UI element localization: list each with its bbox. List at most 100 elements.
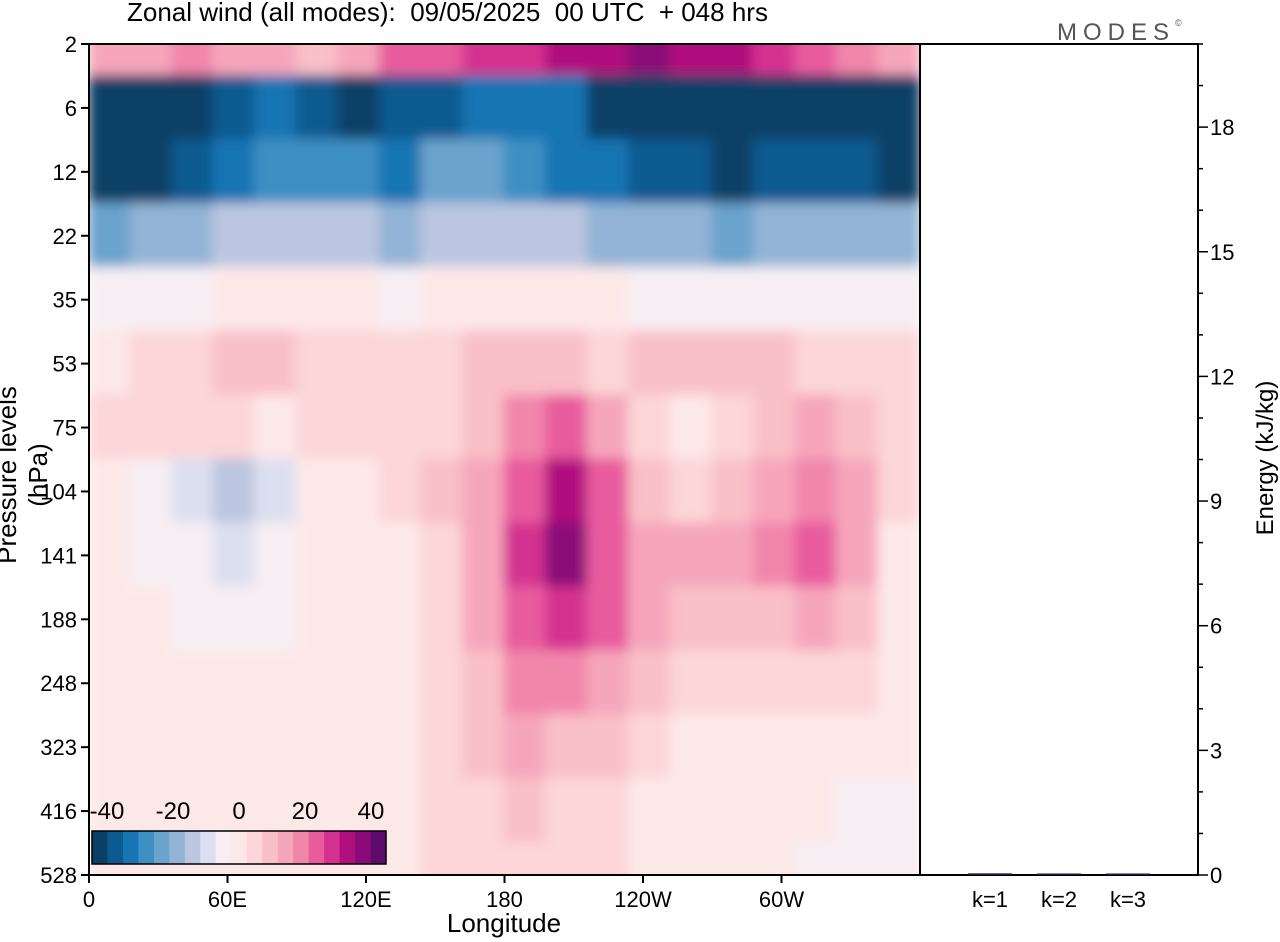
heatmap-cell [337,714,381,781]
x-tick-label: 0 [83,887,95,912]
heatmap-cell [752,650,797,717]
heatmap-cell [212,44,257,77]
heatmap-cell [378,330,423,397]
heatmap-cell [794,458,838,525]
heatmap-cell [378,650,423,717]
heatmap-cell [89,394,132,461]
heatmap-cell [669,394,714,461]
x-tick-label: 60E [208,887,247,912]
heatmap-cell [877,138,920,205]
heatmap-cell [628,330,672,397]
heatmap-cell [129,266,174,333]
heatmap-cell [711,202,755,269]
heatmap-cell [420,138,464,205]
colorbar-swatch [262,831,279,864]
heatmap-cell [89,586,132,653]
heatmap-cell [586,74,631,141]
heatmap-cell [378,138,423,205]
heatmap-cell [877,458,920,525]
y-tick-label: 35 [53,288,77,313]
heatmap-cell [503,650,548,717]
heatmap-cell [295,586,340,653]
heatmap-cell [628,778,672,845]
colorbar-swatch [184,831,201,864]
heatmap-cell [254,44,298,77]
heatmap-cell [461,74,506,141]
heatmap-cell [752,394,797,461]
heatmap-cell [337,138,381,205]
modes-logo: MODES© [1057,18,1182,47]
heatmap-cell [503,74,548,141]
heatmap-cell [628,138,672,205]
heatmap-cell [545,842,589,875]
heatmap-cell [420,266,464,333]
heatmap-cell [835,458,880,525]
heatmap-cell [877,74,920,141]
heatmap-cell [794,330,838,397]
heatmap-cell [378,266,423,333]
colorbar-swatch [293,831,310,864]
heatmap-cell [254,74,298,141]
heatmap-cell [254,266,298,333]
colorbar-swatch [122,831,139,864]
heatmap-field [89,44,920,875]
heatmap-cell [171,394,215,461]
heatmap-cell [378,44,423,77]
x-axis-ticks: 0 60E 120E 180 120W 60W [83,875,804,912]
colorbar-swatch [246,831,263,864]
heatmap-cell [212,394,257,461]
colorbar-swatch [215,831,232,864]
heatmap-cell [711,522,755,589]
heatmap-cell [89,138,132,205]
heatmap-cell [586,458,631,525]
heatmap-cell [461,202,506,269]
heatmap-cell [711,266,755,333]
colorbar-swatch [277,831,294,864]
heatmap-cell [461,842,506,875]
heatmap-cell [752,458,797,525]
heatmap-cell [711,714,755,781]
heatmap-cell [171,650,215,717]
heatmap-cell [212,650,257,717]
energy-tick-label: 6 [1210,614,1222,639]
heatmap-cell [337,458,381,525]
heatmap-cell [835,330,880,397]
colorbar-swatch [169,831,186,864]
heatmap-cell [171,266,215,333]
energy-category-label: k=1 [972,887,1008,912]
colorbar-swatch [324,831,341,864]
heatmap-cell [295,714,340,781]
heatmap-cell [835,842,880,875]
heatmap-cell [212,586,257,653]
heatmap-cell [378,202,423,269]
heatmap-cell [835,522,880,589]
heatmap-cell [420,778,464,845]
heatmap-cell [835,74,880,141]
heatmap-cell [711,44,755,77]
heatmap-cell [129,330,174,397]
heatmap-cell [420,842,464,875]
energy-tick-label: 3 [1210,738,1222,763]
heatmap-cell [586,202,631,269]
colorbar-tick-label: 20 [292,798,319,825]
heatmap-cell [212,522,257,589]
heatmap-cell [89,714,132,781]
heatmap-cell [628,394,672,461]
heatmap-cell [295,202,340,269]
heatmap-cell [545,138,589,205]
logo-text: MODES [1057,19,1176,46]
heatmap-cell [503,266,548,333]
heatmap-cell [129,394,174,461]
heatmap-cell [752,586,797,653]
heatmap-cell [835,778,880,845]
heatmap-cell [420,522,464,589]
heatmap-cell [711,458,755,525]
heatmap-cell [586,394,631,461]
colorbar-swatch [339,831,356,864]
heatmap-cell [461,458,506,525]
colorbar-swatch [92,831,108,864]
heatmap-cell [254,650,298,717]
heatmap-cell [254,330,298,397]
heatmap-cell [295,522,340,589]
